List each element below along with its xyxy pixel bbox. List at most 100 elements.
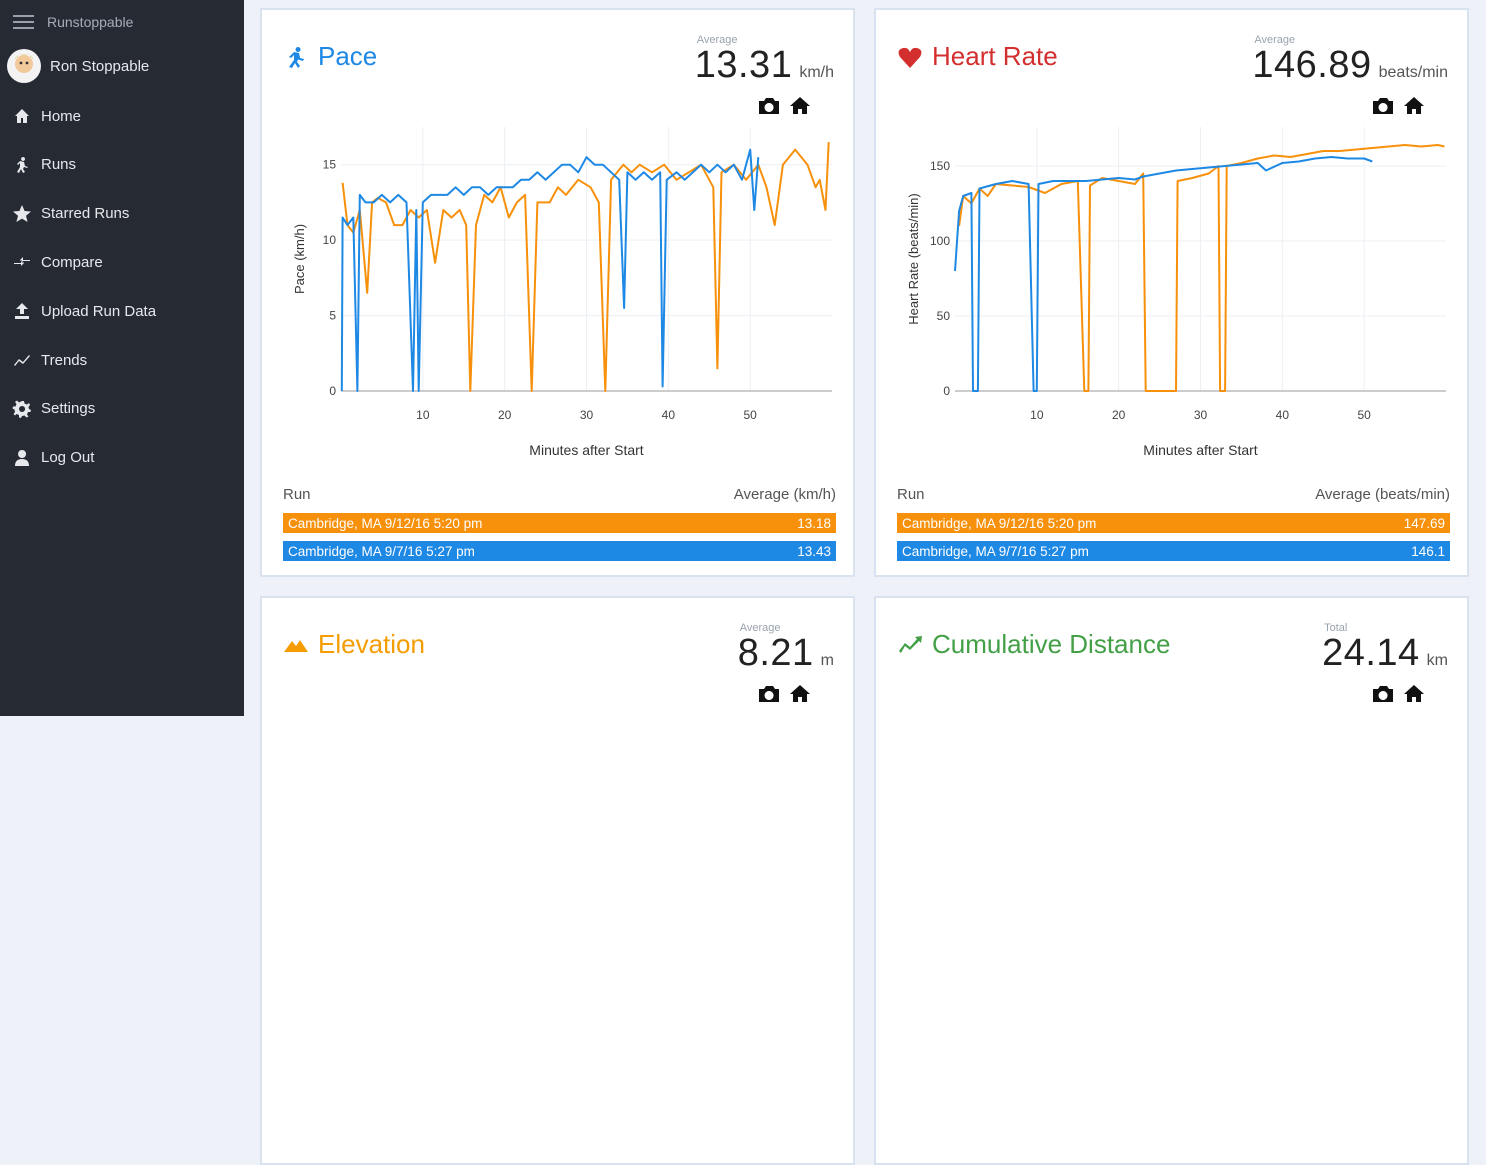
table-header-cell: Run (283, 486, 311, 503)
nav-item[interactable]: Trends (12, 346, 87, 374)
home-button[interactable] (1404, 97, 1424, 114)
x-axis-title: Minutes after Start (1143, 442, 1257, 458)
card-title: Elevation (318, 629, 425, 659)
card: Pace Average 13.31 km/h 10 20 30 40 50 0 5 10 15 Minu… (260, 8, 855, 577)
x-tick-label: 10 (1030, 408, 1044, 422)
y-tick-label: 0 (943, 384, 950, 398)
camera-shape (759, 686, 779, 702)
card-icon-shape (899, 636, 922, 653)
stat-label: Average (739, 622, 781, 634)
avatar (7, 49, 41, 83)
nav-icon-shape (14, 355, 30, 366)
nav-label: Upload Run Data (41, 302, 157, 320)
stat-unit: km (1426, 652, 1448, 669)
x-tick-label: 50 (1357, 408, 1371, 422)
home-shape (1404, 685, 1424, 702)
series-line (340, 148, 760, 392)
nav-item[interactable]: Compare (12, 248, 103, 276)
stat-unit: m (820, 652, 834, 669)
run-average: 147.69 (1403, 515, 1445, 531)
run-name: Cambridge, MA 9/7/16 5:27 pm (902, 543, 1089, 559)
nav-label: Settings (41, 400, 96, 418)
run-average: 146.1 (1411, 543, 1445, 559)
table-row[interactable]: Cambridge, MA 9/7/16 5:27 pm 146.1 (897, 541, 1450, 561)
card-icon-shape (289, 47, 304, 68)
table-header: Run Average (km/h) (283, 486, 836, 503)
table-header-cell: Run (897, 486, 925, 503)
stat-label: Total (1324, 622, 1348, 634)
nav-item[interactable]: Settings (12, 395, 95, 423)
home-button[interactable] (1404, 685, 1424, 702)
table-row[interactable]: Cambridge, MA 9/12/16 5:20 pm 13.18 (283, 513, 836, 533)
chart: 10 20 30 40 50 0 5 10 15 Minutes after Start Pace … (292, 127, 832, 458)
nav-label: Compare (41, 253, 103, 271)
chart: 10 20 30 40 50 0 50 100 150 Minutes after Start He… (906, 127, 1446, 458)
nav-item[interactable]: Home (12, 102, 81, 130)
run-average: 13.18 (797, 515, 831, 531)
x-tick-label: 50 (743, 408, 757, 422)
nav-icon-shape (14, 257, 30, 267)
card-icon (284, 640, 308, 652)
sidebar: Runstoppable Ron Stoppable Home Runs Starr… (0, 0, 244, 716)
stat: Total 24.14 km (1322, 622, 1448, 675)
nav-icon-shape (15, 449, 29, 466)
run-name: Cambridge, MA 9/12/16 5:20 pm (902, 515, 1097, 531)
y-tick-label: 10 (323, 233, 337, 247)
table-row[interactable]: Cambridge, MA 9/12/16 5:20 pm 147.69 (897, 513, 1450, 533)
toolbar (1373, 97, 1424, 114)
x-tick-label: 30 (580, 408, 594, 422)
series-line (958, 144, 1445, 392)
nav-label: Starred Runs (41, 205, 130, 223)
stat-value-wrap: Total 24.14 (1322, 622, 1420, 675)
series-line (954, 156, 1373, 392)
card: Elevation Average 8.21 m (260, 596, 855, 1165)
y-tick-label: 0 (329, 384, 336, 398)
y-tick-label: 100 (930, 234, 950, 248)
home-button[interactable] (790, 685, 810, 702)
stat-unit: beats/min (1378, 64, 1448, 81)
table-row[interactable]: Cambridge, MA 9/7/16 5:27 pm 13.43 (283, 541, 836, 561)
card-icon (899, 636, 922, 653)
card-icon (289, 47, 304, 68)
card-icon-shape (284, 640, 308, 652)
nav-label: Log Out (41, 449, 95, 467)
table-header-cell: Average (km/h) (733, 486, 836, 503)
run-name: Cambridge, MA 9/12/16 5:20 pm (288, 515, 483, 531)
home-shape (790, 97, 810, 114)
y-axis-title: Heart Rate (beats/min) (906, 193, 921, 325)
nav-icon (15, 449, 29, 466)
home-button[interactable] (790, 97, 810, 114)
x-tick-label: 40 (1276, 408, 1290, 422)
nav-item[interactable]: Log Out (12, 444, 94, 472)
stat-value: 24.14 (1322, 632, 1420, 674)
nav-icon (15, 303, 29, 320)
table-header: Run Average (beats/min) (897, 486, 1450, 503)
x-tick-label: 10 (416, 408, 430, 422)
toolbar (1373, 685, 1424, 702)
camera-button[interactable] (1373, 98, 1393, 114)
nav-item[interactable]: Starred Runs (12, 200, 129, 228)
nav-label: Trends (41, 351, 88, 369)
camera-button[interactable] (759, 98, 779, 114)
x-tick-label: 30 (1194, 408, 1208, 422)
camera-button[interactable] (759, 686, 779, 702)
table-header-cell: Average (beats/min) (1315, 486, 1450, 503)
home-shape (790, 685, 810, 702)
toolbar (759, 97, 810, 114)
nav-icon-shape (15, 303, 29, 320)
nav-item[interactable]: Upload Run Data (12, 297, 156, 325)
stat: Average 13.31 km/h (694, 34, 834, 87)
stat-value: 146.89 (1252, 44, 1372, 86)
run-average: 13.43 (797, 543, 831, 559)
stat-value: 13.31 (694, 44, 793, 86)
camera-button[interactable] (1373, 686, 1393, 702)
stat: Average 8.21 m (738, 622, 834, 675)
x-tick-label: 20 (498, 408, 512, 422)
nav-item[interactable]: Runs (12, 151, 76, 179)
toolbar (759, 685, 810, 702)
nav-icon (14, 257, 30, 267)
x-tick-label: 20 (1112, 408, 1126, 422)
y-axis-title: Pace (km/h) (292, 224, 307, 294)
menu-icon[interactable] (12, 13, 36, 31)
